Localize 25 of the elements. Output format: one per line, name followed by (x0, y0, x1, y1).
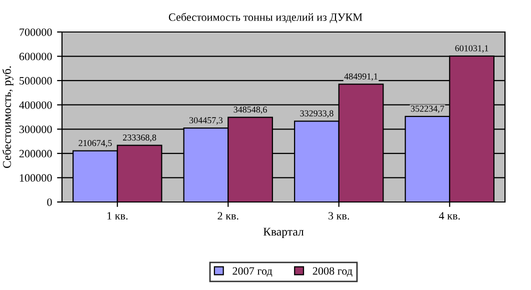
x-axis-title: Квартал (263, 228, 304, 238)
data-label: 352234,7 (410, 106, 444, 114)
legend-label: 2007 год (232, 267, 272, 277)
x-tick-label: 3 кв. (328, 212, 350, 220)
y-tick-label: 500000 (20, 77, 52, 85)
data-label: 332933,8 (300, 110, 334, 118)
legend-label: 2008 год (312, 267, 352, 277)
data-label: 304457,3 (189, 117, 223, 125)
data-label: 210674,5 (78, 140, 112, 148)
y-tick-label: 600000 (19, 52, 52, 60)
y-axis-title: Себестоимость, руб. (2, 66, 14, 168)
y-tick-label: 100000 (20, 174, 52, 182)
x-tick-label: 1 кв. (107, 212, 128, 220)
y-tick-label: 200000 (19, 150, 52, 158)
data-label: 484991,1 (344, 73, 378, 81)
y-tick-label: 400000 (19, 101, 52, 109)
y-tick-label: 300000 (19, 126, 52, 134)
data-label: 601031,1 (455, 45, 488, 53)
x-tick-label: 2 кв. (218, 212, 238, 220)
chart-title: Себестоимость тонны изделий из ДУКМ (168, 12, 362, 24)
data-label: 348548,6 (234, 106, 267, 114)
data-label: 233368,8 (122, 134, 156, 142)
x-tick-label: 4 кв. (438, 212, 460, 220)
y-tick-label: 0 (47, 198, 52, 206)
y-tick-label: 700000 (20, 28, 52, 36)
